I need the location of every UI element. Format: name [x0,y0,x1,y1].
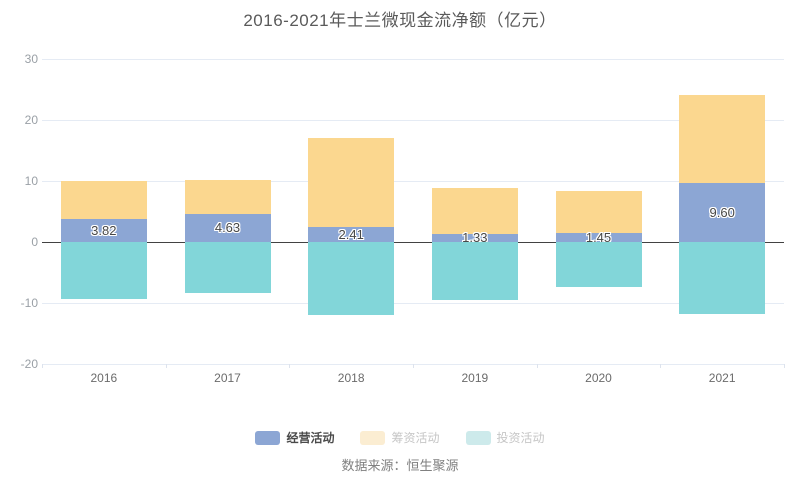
legend-swatch-1 [255,430,281,445]
bar-value-label-2019: 1.33 [462,230,488,246]
bar-label-wrap-2018: 2.41 [308,227,394,242]
x-axis-tick [784,364,785,368]
gridline-30 [42,59,784,60]
bar-segment-operating-2019[interactable] [431,233,518,242]
bar-segment-operating-2016[interactable] [60,218,147,242]
bar-value-label-2020: 1.45 [585,230,612,246]
legend-swatch-3 [465,430,491,445]
y-tick-label--10: -10 [20,296,38,310]
bar-segment-investing-2017[interactable] [184,242,271,294]
bar-segment-investing-2019[interactable] [431,242,518,300]
x-axis-tick [660,364,662,368]
y-tick-label-20: 20 [24,113,38,127]
bar-value-label-2017: 4.63 [214,220,241,236]
x-tick-label-2021: 2021 [708,371,736,385]
bar-segment-financing-2016[interactable] [60,180,147,219]
bar-label-wrap-2016: 3.82 [61,219,147,242]
bar-label-wrap-2021: 9.60 [679,183,765,242]
bar-segment-financing-2018[interactable] [308,138,395,228]
bar-value-label-2016: 3.82 [91,222,117,238]
legend-swatch-2 [360,430,386,445]
legend-label-2: 筹资活动 [391,431,440,445]
bar-label-wrap-2019: 1.33 [432,230,518,245]
x-tick-label-2018: 2018 [337,371,365,385]
y-tick-label-30: 30 [24,52,38,66]
bar-segment-financing-2021[interactable] [679,94,766,184]
legend-item-3[interactable]: 投资活动 [465,429,545,446]
bar-segment-financing-2020[interactable] [555,191,642,234]
x-axis-tick [536,364,538,368]
chart-title: 2016-2021年士兰微现金流净额（亿元） [243,11,557,30]
y-tick-label-0: 0 [31,235,38,249]
x-tick-label-2016: 2016 [90,371,118,385]
legend-label-3: 投资活动 [496,431,545,445]
bar-segment-operating-2018[interactable] [308,227,395,242]
x-axis-tick [42,364,43,368]
gridline--10 [42,303,784,304]
x-tick-label-2020: 2020 [585,371,612,385]
bar-label-wrap-2017: 4.63 [185,214,271,242]
x-axis-tick [165,364,167,368]
legend-item-2[interactable]: 筹资活动 [360,429,440,446]
x-axis-tick [289,364,291,368]
bar-segment-financing-2019[interactable] [431,187,518,234]
bar-segment-operating-2021[interactable] [679,183,766,242]
x-axis-tick [413,364,414,368]
bar-segment-investing-2020[interactable] [555,242,642,288]
bar-value-label-2018: 2.41 [338,227,364,243]
legend-item-1[interactable]: 经营活动 [255,429,334,446]
zero-line [42,242,784,243]
bar-segment-operating-2020[interactable] [555,233,642,242]
data-source: 数据来源：恒生聚源 [341,458,459,473]
x-tick-label-2017: 2017 [214,371,241,385]
legend: 经营活动 筹资活动 投资活动 [0,429,800,446]
bar-segment-investing-2016[interactable] [60,242,147,299]
x-tick-label-2019: 2019 [461,371,489,385]
bar-segment-investing-2021[interactable] [679,242,766,314]
gridline-10 [42,181,784,182]
bar-segment-operating-2017[interactable] [184,213,271,242]
bar-value-label-2021: 9.60 [709,205,735,221]
gridline-20 [42,120,784,121]
bar-segment-investing-2018[interactable] [308,242,395,315]
y-tick-label--20: -20 [20,357,38,371]
plot-area: 3.82 2016 4.63 2017 2.41 2018 1.33 2019 1.45 2020… [42,59,785,385]
y-tick-label-10: 10 [24,174,38,188]
bar-label-wrap-2020: 1.45 [556,230,642,246]
legend-label-1: 经营活动 [286,431,335,445]
bar-segment-financing-2017[interactable] [184,180,271,214]
